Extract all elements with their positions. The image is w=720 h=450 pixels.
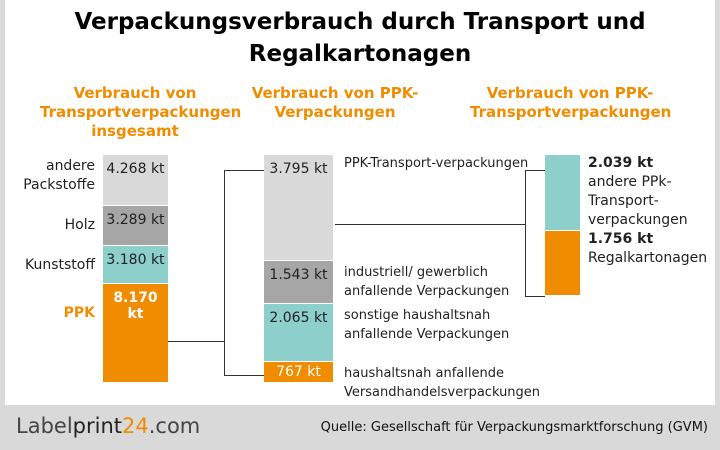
connector-line: [335, 224, 525, 225]
column-title-3: Verbrauch von PPK-Transportverpackungen: [470, 84, 672, 121]
bar-segment: 3.289 kt: [103, 206, 168, 247]
segment-label: sonstige haushaltsnah anfallende Verpack…: [344, 307, 510, 342]
segment-label: PPK-Transport-verpackungen: [344, 156, 529, 171]
connector-line: [168, 341, 224, 342]
column-title-2: Verbrauch von PPK-Verpackungen: [251, 84, 419, 121]
connector-line: [224, 170, 264, 171]
chart-title: Verpackungsverbrauch durch Transport und…: [74, 9, 646, 67]
bar-segment: 3.795 kt: [264, 155, 333, 261]
connector-line: [525, 296, 545, 297]
segment-label: haushaltsnah anfallende Versandhandelsve…: [344, 365, 541, 400]
segment-value: 2.039 kt: [588, 155, 654, 171]
bar-segment: [545, 230, 580, 296]
source-note: Quelle: Gesellschaft für Verpackungsmark…: [320, 420, 708, 435]
bar-segment: 3.180 kt: [103, 246, 168, 285]
bar-segment: 2.065 kt: [264, 303, 333, 362]
segment-label: 2.039 kt andere PPk-Transport-verpackunge…: [588, 154, 718, 230]
segment-label: industriell/ gewerblich anfallende Verpa…: [344, 264, 510, 299]
column-title-1: Verbrauch von Transportverpackungen insg…: [40, 84, 242, 140]
segment-label: Holz: [64, 217, 95, 234]
segment-label: andere Packstoffe: [23, 158, 95, 193]
bar-segment: 4.268 kt: [103, 155, 168, 207]
connector-line: [525, 170, 545, 171]
connector-line: [224, 170, 225, 375]
bar-segment: 767 kt: [264, 361, 333, 383]
connector-line: [224, 375, 264, 376]
bar-segment: 1.543 kt: [264, 260, 333, 304]
segment-label: Kunststoff: [24, 257, 95, 274]
segment-value: 1.756 kt: [588, 230, 654, 247]
connector-line: [525, 170, 526, 296]
segment-label: 1.756 kt Regalkartonagen: [588, 230, 718, 268]
segment-label: PPK: [63, 305, 95, 322]
bar-segment: [545, 155, 580, 231]
labelprint24-logo: Labelprint24.com: [16, 414, 201, 438]
bar-segment: 8.170 kt: [103, 284, 168, 383]
